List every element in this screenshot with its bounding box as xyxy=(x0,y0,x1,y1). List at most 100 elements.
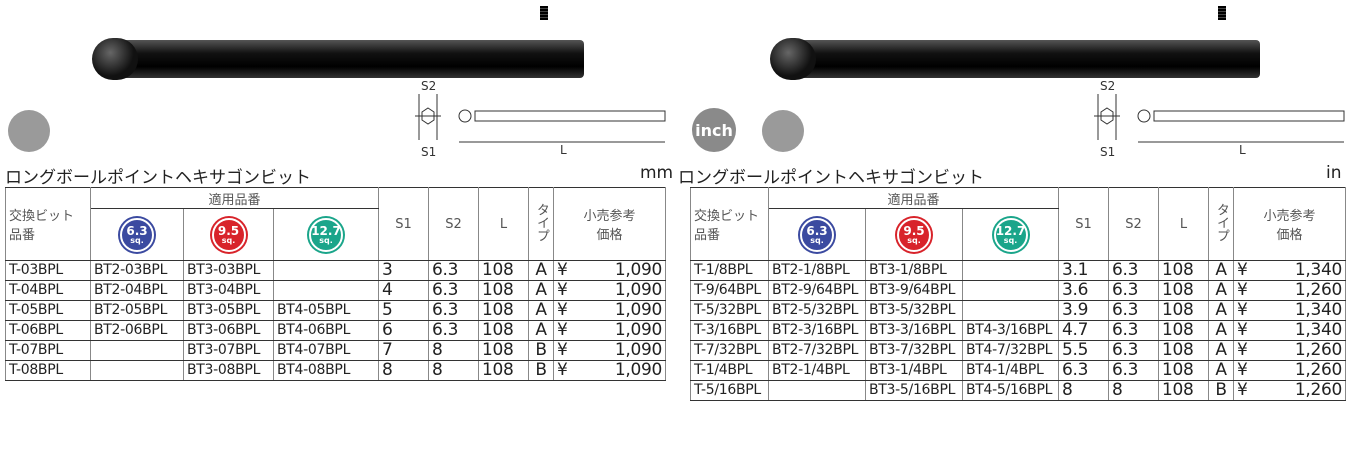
part-number: BT3-5/32BPL xyxy=(865,300,963,321)
price-value: 1,090 xyxy=(614,360,662,380)
spec-value: 8 xyxy=(1058,380,1109,401)
price-value: 1,090 xyxy=(614,260,662,280)
size-badge: 6.3 sq. xyxy=(120,217,154,252)
price-cell: ¥1,090 xyxy=(553,280,666,301)
part-number: BT3-3/16BPL xyxy=(865,320,963,341)
spec-value: B xyxy=(528,340,554,361)
currency: ¥ xyxy=(557,300,568,320)
part-number xyxy=(962,280,1059,301)
part-number: BT3-5/16BPL xyxy=(865,380,963,401)
bit-ball xyxy=(770,38,816,80)
spec-value: A xyxy=(528,260,554,281)
part-number: BT2-3/16BPL xyxy=(768,320,866,341)
spec-value: 6.3 xyxy=(1108,300,1159,321)
badge-cell: 6.3 sq. xyxy=(768,208,866,261)
dim-l: L xyxy=(560,143,567,157)
currency: ¥ xyxy=(557,360,568,380)
spec-value: 3.6 xyxy=(1058,280,1109,301)
header-part-no: 交換ビット 品番 xyxy=(5,187,91,261)
bit-top-tip xyxy=(1218,6,1226,20)
part-number: BT2-06BPL xyxy=(90,320,184,341)
part-number: T-08BPL xyxy=(5,360,91,381)
part-number: BT2-5/32BPL xyxy=(768,300,866,321)
spec-value: 8 xyxy=(378,360,429,381)
part-number: BT2-04BPL xyxy=(90,280,184,301)
badge-size: 6.3 xyxy=(126,223,148,238)
part-number: BT3-04BPL xyxy=(183,280,274,301)
table-row: T-7/32BPL BT2-7/32BPL BT3-7/32BPL BT4-7/32B… xyxy=(690,340,1346,361)
part-number: BT4-5/16BPL xyxy=(962,380,1059,401)
price: ¥1,090 xyxy=(557,281,662,300)
badge-size: 12.7 xyxy=(995,223,1026,238)
price-cell: ¥1,090 xyxy=(553,320,666,341)
part-number: T-04BPL xyxy=(5,280,91,301)
currency: ¥ xyxy=(1237,340,1248,360)
spec-value: 108 xyxy=(478,260,529,281)
spec-value: 6.3 xyxy=(428,320,479,341)
table-row: T-05BPL BT2-05BPL BT3-05BPL BT4-05BPL 5 6.3 10… xyxy=(5,300,666,321)
spec-value: 108 xyxy=(1158,280,1209,301)
badge-cell: 9.5 sq. xyxy=(183,208,274,261)
part-number xyxy=(90,340,184,361)
price-value: 1,090 xyxy=(614,280,662,300)
spec-value: 108 xyxy=(478,300,529,321)
part-number: T-05BPL xyxy=(5,300,91,321)
currency: ¥ xyxy=(557,340,568,360)
header-type: タイプ xyxy=(1208,187,1234,261)
part-number: BT3-7/32BPL xyxy=(865,340,963,361)
header-s1: S1 xyxy=(378,187,429,261)
spec-value: A xyxy=(1208,280,1234,301)
spec-value: 6 xyxy=(378,320,429,341)
part-number: T-9/64BPL xyxy=(690,280,769,301)
price-value: 1,090 xyxy=(614,300,662,320)
spec-value: 108 xyxy=(1158,360,1209,381)
spec-value: 108 xyxy=(478,320,529,341)
part-number: BT4-7/32BPL xyxy=(962,340,1059,361)
price: ¥1,090 xyxy=(557,361,662,380)
price-value: 1,260 xyxy=(1294,280,1342,300)
part-number: T-5/32BPL xyxy=(690,300,769,321)
badge-unit: sq. xyxy=(319,235,333,245)
part-number: BT2-9/64BPL xyxy=(768,280,866,301)
badge-cell: 9.5 sq. xyxy=(865,208,963,261)
spec-value: A xyxy=(1208,320,1234,341)
bit-outline xyxy=(474,110,666,122)
header-l: L xyxy=(1158,187,1209,261)
table-row: T-06BPL BT2-06BPL BT3-06BPL BT4-06BPL 6 6.3 10… xyxy=(5,320,666,341)
bit-outline xyxy=(1153,110,1345,122)
part-number: BT3-9/64BPL xyxy=(865,280,963,301)
spec-value: 3.9 xyxy=(1058,300,1109,321)
price-value: 1,260 xyxy=(1294,360,1342,380)
spec-value: 6.3 xyxy=(428,300,479,321)
header-row: 6.3 sq. 9.5 sq. 12.7 sq. xyxy=(691,208,1346,261)
header-type-text: タイプ xyxy=(534,202,549,242)
header-price: 小売参考 価格 xyxy=(553,187,666,261)
unit-label: in xyxy=(1326,163,1342,183)
spec-value: 8 xyxy=(428,360,479,381)
spec-table: 交換ビット 品番 適用品番 S1 S2 L タイプ 小売参考 価格 6.3 sq. 9.5 sq. 1… xyxy=(690,187,1346,401)
badge-unit: sq. xyxy=(130,235,144,245)
spec-value: A xyxy=(1208,360,1234,381)
spec-value: A xyxy=(528,300,554,321)
spec-value: B xyxy=(1208,380,1234,401)
badge-cell: 12.7 sq. xyxy=(962,208,1059,261)
bit-image xyxy=(790,40,1260,78)
badge-size: 9.5 xyxy=(217,223,240,238)
part-number: T-1/8BPL xyxy=(690,260,769,281)
spec-value: 6.3 xyxy=(1108,280,1159,301)
spec-value: 3 xyxy=(378,260,429,281)
product-panel: inch S2 S1 L ロングボールポイントヘキサゴンビット in 交換ビット 品番 適用品… xyxy=(674,0,1348,450)
spec-value: 108 xyxy=(478,340,529,361)
spec-value: 3.1 xyxy=(1058,260,1109,281)
spec-value: 108 xyxy=(1158,340,1209,361)
section-title: ロングボールポイントヘキサゴンビット xyxy=(5,168,311,188)
table-row: T-1/4BPL BT2-1/4BPL BT3-1/4BPL BT4-1/4BPL 6.… xyxy=(690,360,1346,381)
part-number: BT2-1/8BPL xyxy=(768,260,866,281)
spec-value: 108 xyxy=(1158,260,1209,281)
ball-outline xyxy=(458,109,472,123)
price: ¥1,260 xyxy=(1237,281,1342,300)
price-cell: ¥1,340 xyxy=(1233,260,1346,281)
price-cell: ¥1,260 xyxy=(1233,380,1346,401)
table-row: T-3/16BPL BT2-3/16BPL BT3-3/16BPL BT4-3/16B… xyxy=(690,320,1346,341)
hex-icon xyxy=(762,110,804,152)
